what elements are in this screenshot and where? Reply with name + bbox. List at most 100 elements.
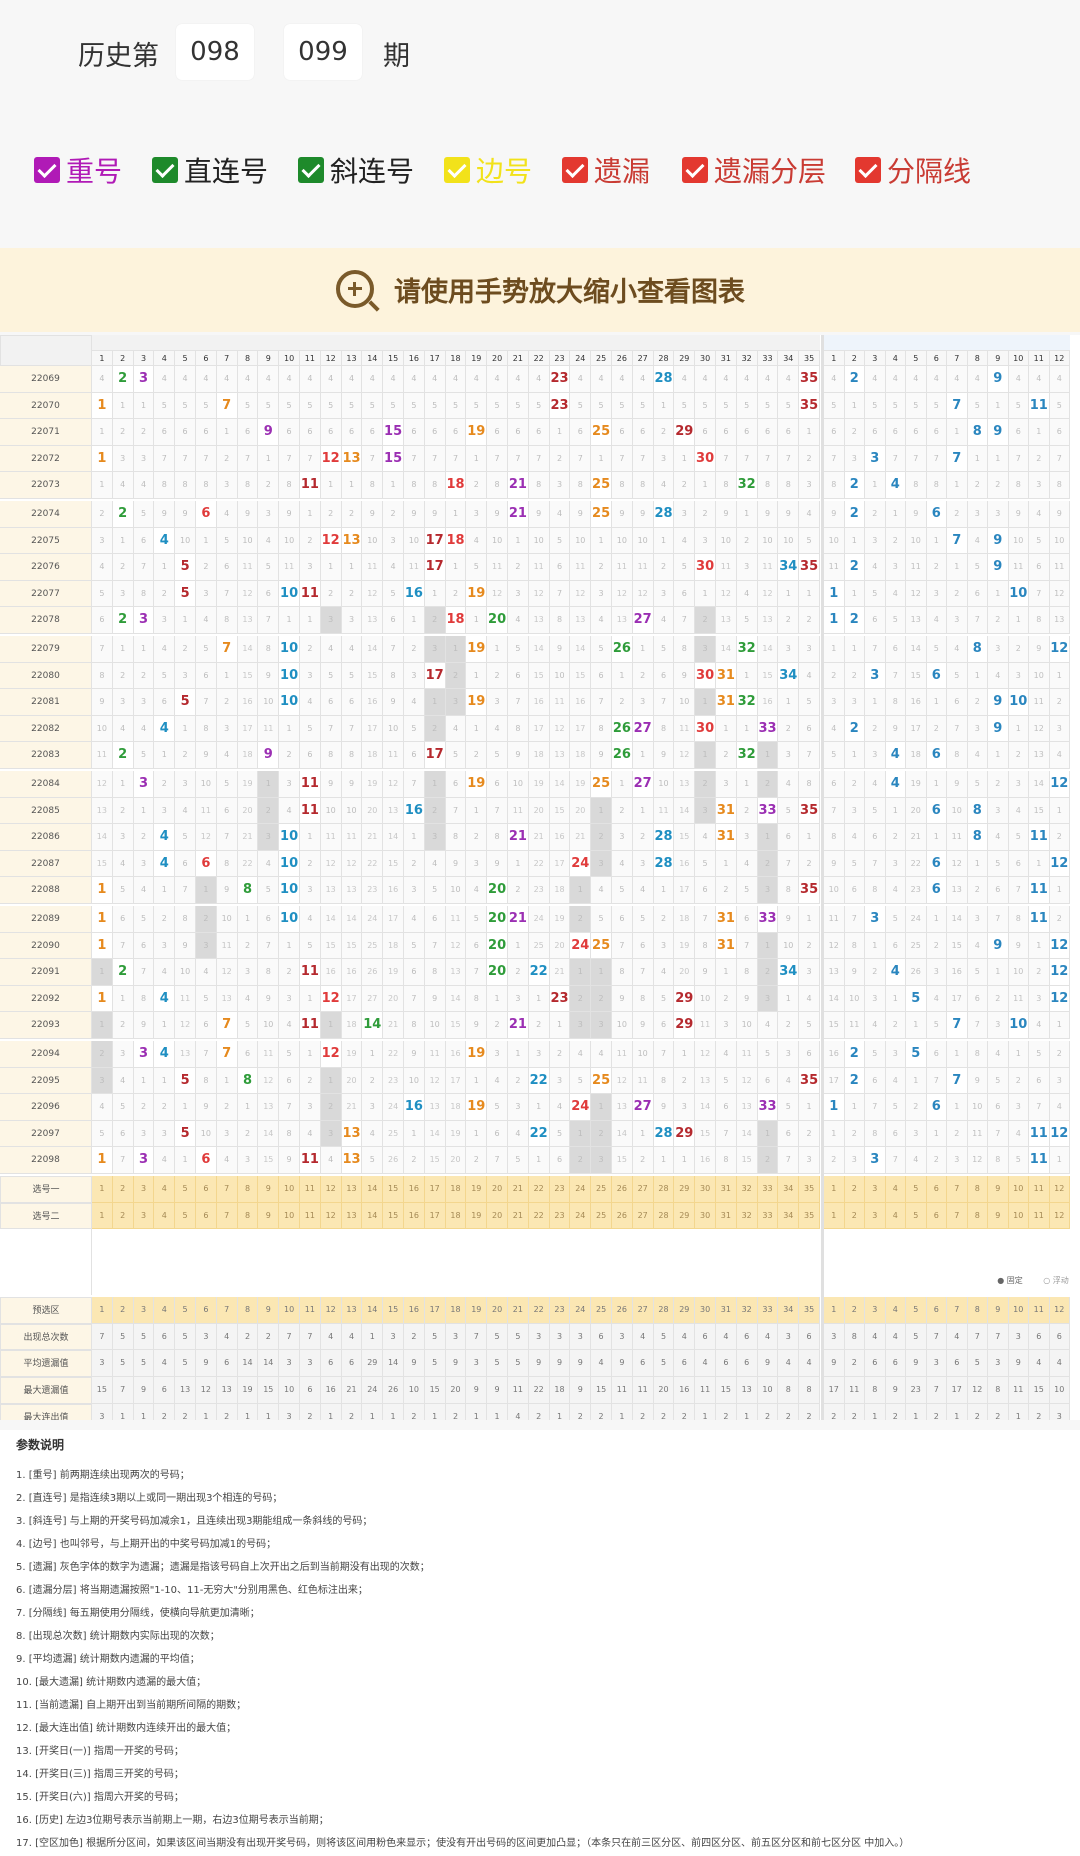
back-pick-ball[interactable]: 11 — [1029, 1202, 1050, 1230]
front-pick-ball[interactable]: 10 — [279, 1176, 300, 1203]
front-preselect-ball[interactable]: 31 — [716, 1297, 737, 1324]
back-preselect-ball[interactable]: 4 — [885, 1297, 906, 1324]
front-pick-ball[interactable]: 14 — [362, 1202, 384, 1230]
front-pick-ball[interactable]: 25 — [591, 1202, 612, 1230]
front-pick-ball[interactable]: 28 — [653, 1202, 675, 1230]
front-pick-ball[interactable]: 20 — [487, 1176, 508, 1203]
front-pick-ball[interactable]: 1 — [92, 1176, 113, 1203]
front-pick-ball[interactable]: 4 — [154, 1202, 176, 1230]
front-pick-ball[interactable]: 17 — [424, 1202, 446, 1230]
back-pick-ball[interactable]: 9 — [988, 1202, 1009, 1230]
front-preselect-ball[interactable]: 21 — [508, 1297, 529, 1324]
option-checkbox-5[interactable]: 遗漏分层 — [682, 150, 826, 190]
front-preselect-ball[interactable]: 5 — [175, 1297, 196, 1324]
back-pick-ball[interactable]: 5 — [906, 1202, 927, 1230]
back-preselect-ball[interactable]: 5 — [906, 1297, 927, 1324]
front-pick-ball[interactable]: 22 — [528, 1176, 550, 1203]
front-pick-ball[interactable]: 6 — [196, 1176, 217, 1203]
back-preselect-ball[interactable]: 7 — [947, 1297, 968, 1324]
back-pick-ball[interactable]: 8 — [967, 1202, 988, 1230]
checkbox-checked-icon[interactable] — [562, 157, 588, 183]
front-pick-ball[interactable]: 5 — [175, 1176, 196, 1203]
front-pick-ball[interactable]: 11 — [300, 1202, 321, 1230]
front-pick-ball[interactable]: 8 — [237, 1202, 259, 1230]
front-pick-ball[interactable]: 3 — [133, 1202, 155, 1230]
front-preselect-ball[interactable]: 19 — [466, 1297, 488, 1324]
back-pick-ball[interactable]: 2 — [844, 1202, 865, 1230]
front-pick-ball[interactable]: 31 — [716, 1176, 737, 1203]
front-preselect-ball[interactable]: 26 — [612, 1297, 633, 1324]
back-preselect-ball[interactable]: 9 — [988, 1297, 1009, 1324]
front-preselect-ball[interactable]: 23 — [549, 1297, 571, 1324]
front-pick-ball[interactable]: 35 — [799, 1176, 820, 1203]
front-preselect-ball[interactable]: 34 — [778, 1297, 800, 1324]
front-pick-ball[interactable]: 9 — [258, 1202, 280, 1230]
front-pick-ball[interactable]: 1 — [92, 1202, 113, 1230]
option-checkbox-1[interactable]: 直连号 — [152, 150, 268, 190]
front-preselect-ball[interactable]: 13 — [341, 1297, 363, 1324]
front-pick-ball[interactable]: 4 — [154, 1176, 176, 1203]
front-pick-ball[interactable]: 29 — [674, 1176, 696, 1203]
front-preselect-ball[interactable]: 28 — [653, 1297, 675, 1324]
front-pick-ball[interactable]: 25 — [591, 1176, 612, 1203]
front-pick-ball[interactable]: 15 — [383, 1202, 404, 1230]
front-pick-ball[interactable]: 10 — [279, 1202, 300, 1230]
back-pick-ball[interactable]: 11 — [1029, 1176, 1050, 1203]
front-preselect-ball[interactable]: 16 — [404, 1297, 425, 1324]
checkbox-checked-icon[interactable] — [34, 157, 60, 183]
front-preselect-ball[interactable]: 35 — [799, 1297, 820, 1324]
front-pick-ball[interactable]: 26 — [612, 1202, 633, 1230]
option-checkbox-3[interactable]: 边号 — [444, 150, 532, 190]
back-pick-ball[interactable]: 7 — [947, 1176, 968, 1203]
front-preselect-ball[interactable]: 11 — [300, 1297, 321, 1324]
back-pick-ball[interactable]: 12 — [1049, 1202, 1070, 1230]
front-pick-ball[interactable]: 21 — [508, 1202, 529, 1230]
back-preselect-ball[interactable]: 2 — [844, 1297, 865, 1324]
front-pick-ball[interactable]: 8 — [237, 1176, 259, 1203]
front-pick-ball[interactable]: 6 — [196, 1202, 217, 1230]
period-from-input[interactable]: 098 — [176, 24, 254, 80]
front-pick-ball[interactable]: 16 — [404, 1202, 425, 1230]
mode-fixed-radio[interactable]: ● 固定 — [997, 1276, 1023, 1286]
checkbox-checked-icon[interactable] — [855, 157, 881, 183]
front-preselect-ball[interactable]: 8 — [237, 1297, 259, 1324]
front-pick-ball[interactable]: 16 — [404, 1176, 425, 1203]
back-pick-ball[interactable]: 2 — [844, 1176, 865, 1203]
front-pick-ball[interactable]: 32 — [736, 1202, 758, 1230]
front-pick-ball[interactable]: 9 — [258, 1176, 280, 1203]
checkbox-checked-icon[interactable] — [152, 157, 178, 183]
option-checkbox-0[interactable]: 重号 — [34, 150, 122, 190]
option-checkbox-4[interactable]: 遗漏 — [562, 150, 650, 190]
front-preselect-ball[interactable]: 10 — [279, 1297, 300, 1324]
back-preselect-ball[interactable]: 8 — [967, 1297, 988, 1324]
front-pick-ball[interactable]: 17 — [424, 1176, 446, 1203]
back-pick-ball[interactable]: 10 — [1008, 1202, 1029, 1230]
checkbox-checked-icon[interactable] — [444, 157, 470, 183]
back-preselect-ball[interactable]: 11 — [1029, 1297, 1050, 1324]
front-pick-ball[interactable]: 23 — [549, 1202, 571, 1230]
back-preselect-ball[interactable]: 6 — [926, 1297, 947, 1324]
front-pick-ball[interactable]: 30 — [695, 1176, 716, 1203]
front-pick-ball[interactable]: 18 — [445, 1202, 467, 1230]
front-preselect-ball[interactable]: 27 — [632, 1297, 654, 1324]
back-preselect-ball[interactable]: 10 — [1008, 1297, 1029, 1324]
front-pick-ball[interactable]: 12 — [320, 1202, 342, 1230]
front-pick-ball[interactable]: 30 — [695, 1202, 716, 1230]
front-preselect-ball[interactable]: 9 — [258, 1297, 280, 1324]
back-pick-ball[interactable]: 6 — [926, 1176, 947, 1203]
front-preselect-ball[interactable]: 32 — [736, 1297, 758, 1324]
front-pick-ball[interactable]: 24 — [570, 1202, 592, 1230]
back-pick-ball[interactable]: 4 — [885, 1176, 906, 1203]
back-preselect-ball[interactable]: 12 — [1049, 1297, 1070, 1324]
front-pick-ball[interactable]: 5 — [175, 1202, 196, 1230]
back-preselect-ball[interactable]: 3 — [865, 1297, 886, 1324]
front-pick-ball[interactable]: 34 — [778, 1176, 800, 1203]
front-pick-ball[interactable]: 22 — [528, 1202, 550, 1230]
front-pick-ball[interactable]: 28 — [653, 1176, 675, 1203]
front-preselect-ball[interactable]: 30 — [695, 1297, 716, 1324]
back-pick-ball[interactable]: 3 — [865, 1202, 886, 1230]
front-pick-ball[interactable]: 13 — [341, 1176, 363, 1203]
front-preselect-ball[interactable]: 7 — [216, 1297, 238, 1324]
front-pick-ball[interactable]: 11 — [300, 1176, 321, 1203]
front-preselect-ball[interactable]: 24 — [570, 1297, 592, 1324]
